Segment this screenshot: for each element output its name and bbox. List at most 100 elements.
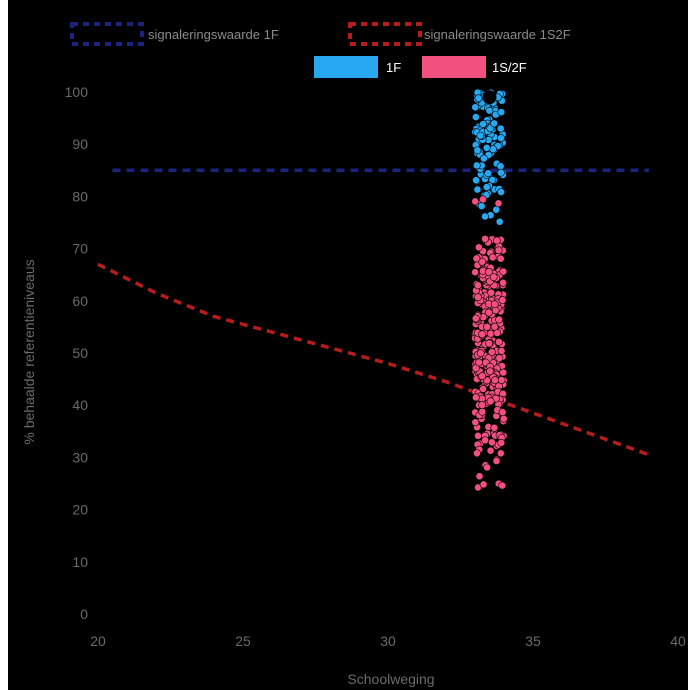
chart-area: signaleringswaarde 1F signaleringswaarde … bbox=[8, 0, 688, 690]
data-point bbox=[499, 368, 508, 377]
y-tick-label: 40 bbox=[72, 397, 88, 413]
y-tick-label: 20 bbox=[72, 502, 88, 518]
data-point bbox=[499, 414, 508, 423]
data-point bbox=[487, 438, 496, 447]
data-point bbox=[482, 143, 491, 152]
data-point bbox=[474, 243, 483, 252]
data-point bbox=[473, 293, 482, 302]
data-point bbox=[498, 296, 507, 304]
data-point bbox=[471, 268, 480, 277]
data-point bbox=[475, 358, 483, 367]
data-point bbox=[497, 108, 506, 117]
data-point bbox=[472, 254, 481, 263]
highlight-point bbox=[482, 90, 497, 105]
data-point bbox=[478, 257, 487, 266]
data-point bbox=[496, 162, 505, 171]
data-point bbox=[490, 322, 499, 331]
y-tick-label: 10 bbox=[72, 554, 88, 570]
x-tick-label: 40 bbox=[670, 633, 686, 649]
data-point bbox=[490, 423, 499, 432]
data-point bbox=[471, 418, 480, 427]
data-point bbox=[472, 176, 480, 185]
data-point bbox=[481, 212, 489, 221]
x-tick-label: 35 bbox=[525, 633, 541, 649]
data-point bbox=[488, 253, 497, 262]
data-point bbox=[492, 457, 501, 465]
data-point bbox=[490, 119, 499, 128]
data-point bbox=[491, 376, 499, 385]
data-points bbox=[471, 88, 508, 492]
data-point bbox=[495, 354, 504, 363]
data-point bbox=[476, 349, 485, 358]
data-point bbox=[486, 446, 495, 455]
data-point bbox=[486, 367, 494, 376]
data-point bbox=[479, 480, 488, 489]
y-tick-label: 30 bbox=[72, 449, 88, 465]
data-point bbox=[476, 131, 485, 140]
data-point bbox=[485, 339, 494, 348]
x-axis-title: Schoolweging bbox=[347, 671, 434, 687]
x-tick-label: 20 bbox=[90, 633, 106, 649]
data-point bbox=[495, 315, 503, 324]
data-point bbox=[478, 407, 487, 416]
data-point bbox=[477, 202, 486, 211]
data-point bbox=[498, 481, 507, 490]
legend-label: signaleringswaarde 1S2F bbox=[424, 27, 571, 42]
data-point bbox=[498, 408, 507, 417]
data-point bbox=[471, 103, 480, 112]
y-tick-label: 90 bbox=[72, 136, 88, 152]
data-point bbox=[496, 124, 505, 133]
data-point bbox=[474, 281, 482, 290]
data-point bbox=[494, 337, 503, 346]
legend: signaleringswaarde 1F signaleringswaarde … bbox=[70, 22, 571, 78]
data-point bbox=[497, 347, 506, 355]
data-point bbox=[488, 175, 497, 184]
y-tick-label: 0 bbox=[80, 606, 88, 622]
data-point bbox=[472, 161, 481, 170]
y-axis-title: % behaalde referentieniveaus bbox=[21, 259, 37, 444]
axes: 0 10 20 30 40 50 60 70 80 90 100 20 25 30 35 40 bbox=[65, 84, 686, 649]
data-point bbox=[473, 185, 482, 194]
data-point bbox=[497, 438, 506, 447]
data-point bbox=[496, 449, 505, 458]
y-tick-label: 70 bbox=[72, 241, 88, 257]
y-tick-label: 50 bbox=[72, 345, 88, 361]
data-point bbox=[497, 188, 506, 196]
data-point bbox=[487, 348, 496, 357]
data-point bbox=[483, 463, 492, 472]
data-point bbox=[471, 113, 480, 121]
data-point bbox=[478, 401, 487, 409]
data-point bbox=[496, 254, 505, 263]
data-point bbox=[484, 268, 493, 276]
legend-label: signaleringswaarde 1F bbox=[148, 27, 279, 42]
data-point bbox=[495, 217, 504, 226]
data-point bbox=[479, 385, 488, 393]
data-point bbox=[483, 322, 491, 331]
data-point bbox=[471, 393, 480, 402]
data-point bbox=[473, 146, 482, 155]
x-tick-label: 25 bbox=[235, 633, 251, 649]
data-point bbox=[484, 308, 493, 317]
data-point bbox=[486, 329, 495, 338]
threshold-lines bbox=[97, 168, 650, 457]
data-point bbox=[494, 246, 503, 255]
data-point bbox=[492, 236, 501, 245]
data-point bbox=[484, 169, 493, 178]
legend-label: 1F bbox=[386, 60, 401, 75]
scatter-chart: signaleringswaarde 1F signaleringswaarde … bbox=[21, 22, 686, 687]
data-point bbox=[475, 472, 484, 481]
y-tick-label: 100 bbox=[65, 84, 89, 100]
data-point bbox=[473, 449, 481, 458]
legend-swatch-dashed bbox=[348, 22, 422, 46]
data-point bbox=[479, 120, 488, 128]
data-point bbox=[471, 314, 480, 323]
x-tick-label: 30 bbox=[380, 633, 396, 649]
legend-label: 1S/2F bbox=[492, 60, 527, 75]
y-tick-label: 80 bbox=[72, 188, 88, 204]
data-point bbox=[487, 288, 496, 297]
y-tick-label: 60 bbox=[72, 293, 88, 309]
data-point bbox=[497, 376, 506, 384]
data-point bbox=[497, 134, 505, 142]
legend-swatch bbox=[314, 56, 378, 78]
data-point bbox=[481, 436, 490, 445]
